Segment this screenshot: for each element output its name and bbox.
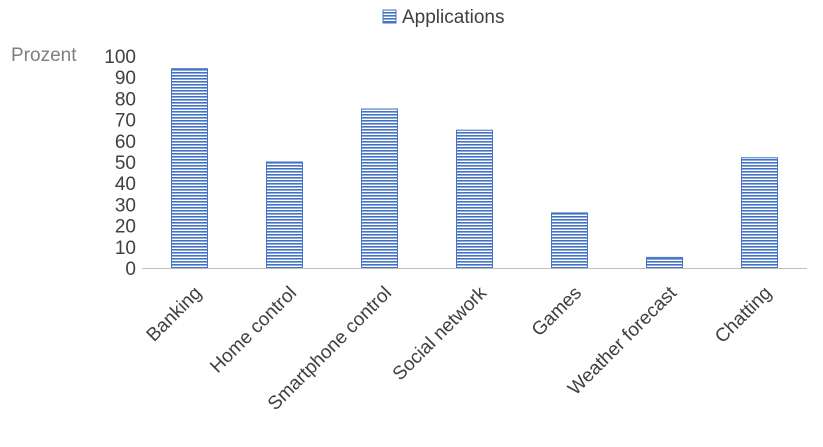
x-tick-label: Banking: [143, 283, 206, 346]
bar: [646, 256, 683, 269]
x-tick-label: Social network: [389, 282, 492, 385]
x-tick-label: Games: [528, 283, 586, 341]
y-tick-label: 90: [115, 68, 136, 89]
y-tick-label: 0: [125, 259, 136, 280]
y-axis-label: Prozent: [11, 45, 77, 66]
y-tick-label: 80: [115, 89, 136, 110]
y-tick-label: 20: [115, 217, 136, 238]
y-tick-label: 70: [115, 111, 136, 132]
legend: Applications: [382, 7, 504, 28]
bar: [361, 108, 398, 269]
bar: [171, 68, 208, 269]
bars: [171, 68, 778, 269]
legend-label: Applications: [402, 7, 504, 28]
bar: [456, 129, 493, 269]
bar: [741, 157, 778, 269]
y-tick-label: 50: [115, 153, 136, 174]
y-tick-label: 40: [115, 174, 136, 195]
bar: [266, 161, 303, 269]
legend-swatch: [382, 9, 397, 24]
x-tick-label: Chatting: [711, 283, 776, 348]
y-tick-label: 30: [115, 195, 136, 216]
bar: [551, 212, 588, 269]
y-tick-label: 10: [115, 238, 136, 259]
y-tick-label: 100: [104, 47, 136, 68]
x-tick-label: Home control: [206, 283, 301, 378]
y-tick-label: 60: [115, 132, 136, 153]
